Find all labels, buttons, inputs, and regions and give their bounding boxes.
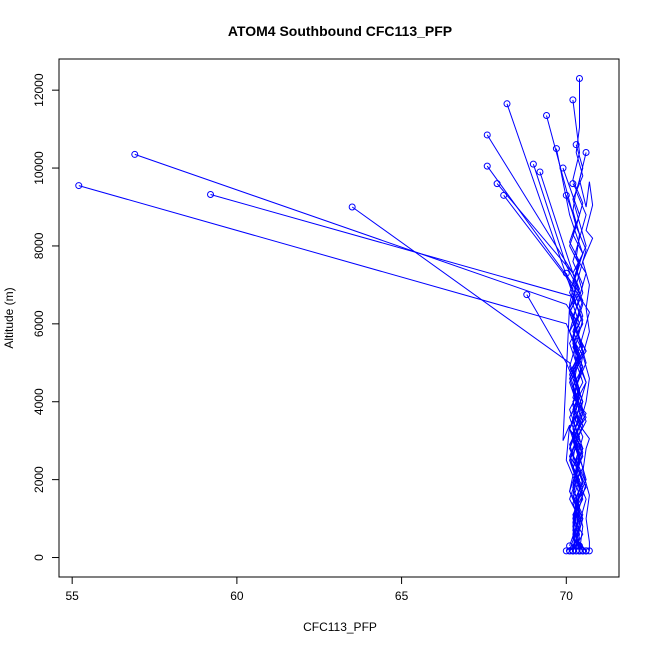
profile-line-12 <box>546 115 584 552</box>
data-point-16-0 <box>569 96 577 104</box>
data-point-5-15 <box>562 547 570 555</box>
data-point-13-0 <box>552 145 560 153</box>
profile-line-19 <box>562 273 577 552</box>
data-point-6-0 <box>503 100 511 108</box>
data-point-9-0 <box>523 291 531 299</box>
data-point-12-0 <box>543 111 551 119</box>
data-point-18-0 <box>582 148 590 156</box>
data-point-14-0 <box>559 164 567 172</box>
profile-5 <box>483 162 584 555</box>
data-point-13-18 <box>566 542 574 550</box>
y-tick-label-6: 12000 <box>32 73 46 107</box>
data-point-11-0 <box>536 168 544 176</box>
profile-0 <box>75 182 587 555</box>
data-point-21-0 <box>572 141 580 149</box>
y-tick-label-3: 6000 <box>32 310 46 337</box>
y-tick-label-1: 2000 <box>32 466 46 493</box>
profile-18 <box>578 148 594 555</box>
profile-21 <box>569 141 590 555</box>
profile-17 <box>572 74 587 555</box>
data-point-0-0 <box>75 182 83 190</box>
y-tick-label-0: 0 <box>32 554 46 561</box>
profile-line-3 <box>351 206 584 551</box>
x-tick-label-0: 55 <box>65 589 79 603</box>
profile-line-17 <box>572 78 587 551</box>
data-point-3-0 <box>348 203 356 211</box>
profile-3 <box>348 203 584 555</box>
profile-line-21 <box>569 144 587 552</box>
x-axis: 55 60 65 70 <box>65 577 573 603</box>
data-point-8-15 <box>566 547 574 555</box>
series-layer <box>75 74 594 555</box>
data-point-10-0 <box>529 160 537 168</box>
data-point-19-0 <box>562 269 570 277</box>
y-tick-label-5: 10000 <box>32 151 46 185</box>
data-point-7-0 <box>493 180 501 188</box>
chart-title: ATOM4 Southbound CFC113_PFP <box>228 23 452 39</box>
profile-line-20 <box>572 183 590 546</box>
y-axis: 0 2000 4000 6000 8000 10000 12000 <box>32 73 59 561</box>
data-point-19-11 <box>569 547 577 555</box>
y-axis-label: Altitude (m) <box>2 287 16 348</box>
data-point-15-0 <box>562 191 570 199</box>
data-point-21-18 <box>582 547 590 555</box>
x-axis-label: CFC113_PFP <box>303 620 377 634</box>
x-tick-label-2: 65 <box>395 589 409 603</box>
data-point-17-20 <box>575 547 583 555</box>
data-point-20-17 <box>572 542 580 550</box>
profile-4 <box>483 131 587 555</box>
plot-frame <box>58 58 620 578</box>
data-point-4-0 <box>483 131 491 139</box>
data-point-20-0 <box>569 180 577 188</box>
data-point-5-0 <box>483 162 491 170</box>
y-tick-label-2: 4000 <box>32 388 46 415</box>
profile-line-18 <box>578 152 594 551</box>
data-point-8-0 <box>500 191 508 199</box>
profile-line-2 <box>210 194 587 552</box>
profile-line-0 <box>78 185 587 552</box>
data-point-18-21 <box>585 547 593 555</box>
data-point-2-0 <box>207 191 215 199</box>
profile-line-9 <box>526 294 584 551</box>
x-tick-label-1: 60 <box>230 589 244 603</box>
profile-20 <box>569 180 590 550</box>
profile-19 <box>562 269 577 555</box>
data-point-17-0 <box>575 74 583 82</box>
x-tick-label-3: 70 <box>560 589 574 603</box>
profile-line-5 <box>486 165 584 552</box>
data-point-1-0 <box>131 150 139 158</box>
y-tick-label-4: 8000 <box>32 232 46 259</box>
